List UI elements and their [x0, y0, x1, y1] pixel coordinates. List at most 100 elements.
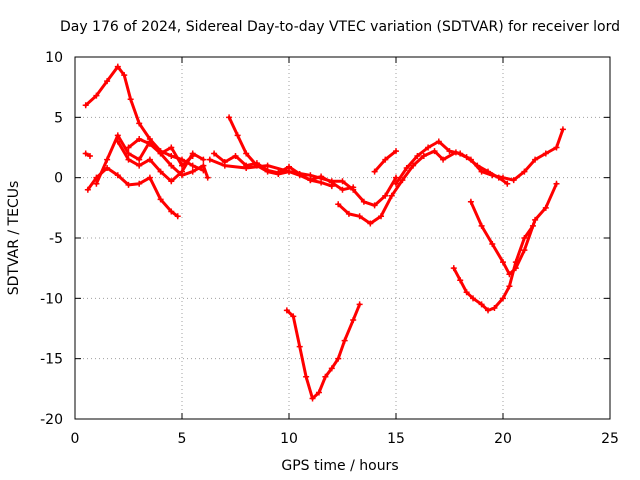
data-point-arc-15	[506, 271, 513, 278]
y-tick-label: 5	[54, 110, 63, 126]
data-point-arc-11	[532, 156, 539, 163]
data-point-arc-13	[283, 307, 290, 314]
data-point-arc-15	[553, 180, 560, 187]
data-point-arc-1	[168, 152, 175, 159]
data-point-arc-14	[485, 307, 492, 314]
data-point-arc-5	[125, 156, 132, 163]
data-point-arc-1	[114, 63, 121, 70]
data-point-arc-11	[393, 180, 399, 187]
data-point-arc-7	[339, 178, 346, 185]
series-line-arc-13	[285, 302, 362, 400]
data-point-arc-9	[286, 168, 292, 175]
series-line-arc-14	[452, 224, 535, 312]
grid-layer	[75, 57, 610, 419]
data-point-arc-3	[114, 172, 121, 179]
data-point-arc-8	[243, 162, 250, 169]
data-point-arc-15	[542, 204, 549, 211]
data-point-arc-13	[350, 317, 357, 324]
data-point-arc-13	[328, 365, 335, 372]
data-point-arc-7	[371, 202, 378, 209]
data-point-arc-4	[136, 156, 143, 163]
data-point-arc-15	[512, 265, 519, 272]
data-point-arc-6	[157, 150, 164, 157]
data-point-arc-5	[114, 138, 121, 145]
data-point-arc-9	[253, 162, 260, 169]
data-point-arc-12	[393, 148, 399, 155]
data-point-arc-7	[206, 156, 213, 163]
data-point-arc-11	[521, 168, 528, 175]
data-point-arc-11	[510, 177, 517, 184]
data-point-arc-14	[457, 277, 464, 284]
data-point-arc-11	[403, 165, 410, 172]
data-point-arc-8	[221, 158, 228, 165]
data-point-arc-6	[168, 144, 175, 151]
data-point-arc-8	[339, 186, 346, 193]
y-tick-label: -5	[49, 231, 63, 247]
data-point-arc-10	[378, 213, 385, 220]
data-point-arc-4	[114, 132, 121, 139]
data-point-arc-13	[341, 337, 348, 344]
data-point-arc-11	[553, 144, 560, 151]
data-point-arc-14	[500, 295, 506, 302]
data-point-arc-5	[200, 156, 207, 163]
tick-layer: 0 5 10 15 20 25 -20 -15 -10 -5 0 5 10	[40, 50, 619, 447]
y-tick-label: -15	[40, 352, 63, 368]
data-point-arc-4	[189, 168, 196, 175]
data-point-arc-1	[104, 78, 111, 85]
data-point-arc-3	[125, 181, 132, 188]
y-tick-label: 0	[54, 171, 63, 187]
data-point-arc-11	[559, 126, 566, 133]
data-point-arc-5	[157, 168, 164, 175]
data-point-arc-4	[104, 156, 111, 163]
x-tick-label: 0	[71, 431, 80, 447]
data-point-arc-5	[146, 156, 153, 163]
data-point-arc-8	[318, 173, 325, 180]
data-point-arc-8	[350, 184, 357, 191]
data-point-arc-1	[189, 162, 196, 169]
data-point-arc-11	[435, 138, 442, 145]
data-point-arc-14	[450, 265, 457, 272]
x-tick-label: 25	[601, 431, 619, 447]
data-point-arc-10	[367, 220, 374, 227]
data-point-arc-11	[446, 148, 453, 155]
data-point-arc-14	[491, 304, 498, 311]
data-point-arc-5	[179, 168, 185, 175]
data-point-arc-3	[168, 208, 175, 215]
data-point-arc-1	[93, 92, 100, 99]
data-point-arc-4	[168, 162, 175, 169]
data-point-arc-10	[356, 213, 363, 220]
data-point-arc-2	[82, 150, 89, 157]
data-point-arc-2	[86, 152, 93, 159]
data-point-arc-7	[382, 192, 389, 199]
series-layer	[82, 63, 566, 402]
data-point-arc-11	[542, 150, 549, 157]
data-point-arc-7	[393, 174, 399, 181]
y-tick-label: 10	[45, 50, 63, 66]
data-point-arc-9	[234, 132, 241, 139]
series-line-arc-15	[469, 182, 558, 276]
data-point-arc-12	[371, 168, 378, 175]
data-point-arc-14	[506, 283, 513, 290]
data-point-arc-13	[296, 343, 303, 350]
data-point-arc-3	[174, 213, 181, 220]
data-point-arc-15	[500, 259, 506, 266]
y-axis-label: SDTVAR / TECUs	[6, 181, 22, 296]
data-point-arc-3	[136, 180, 143, 187]
data-point-arc-9	[226, 114, 233, 121]
data-point-arc-5	[168, 178, 175, 185]
data-point-arc-15	[467, 198, 474, 205]
data-point-arc-15	[521, 247, 528, 254]
data-point-arc-9	[328, 183, 335, 190]
data-point-arc-13	[315, 389, 322, 396]
data-point-arc-15	[532, 216, 539, 223]
data-point-arc-6	[189, 152, 196, 159]
data-point-arc-11	[414, 152, 421, 159]
data-point-arc-6	[179, 162, 185, 169]
data-point-arc-13	[290, 313, 297, 320]
x-axis-label: GPS time / hours	[281, 458, 398, 474]
data-point-arc-5	[136, 162, 143, 169]
data-point-arc-6	[146, 140, 153, 147]
data-point-arc-13	[309, 395, 316, 402]
